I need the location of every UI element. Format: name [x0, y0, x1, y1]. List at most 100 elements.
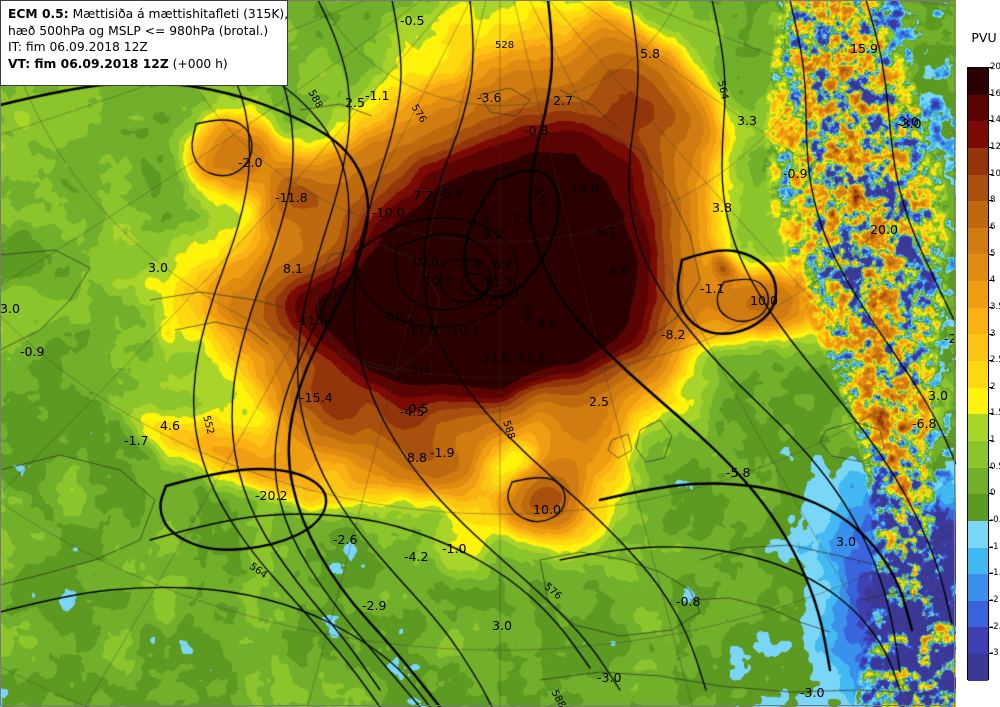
- colorbar-tickmark: [989, 253, 993, 255]
- map-value-label: 15.9: [850, 41, 879, 56]
- map-value-label: -2.9: [362, 598, 387, 613]
- colorbar-tickmark: [989, 120, 993, 122]
- map-value-label: 5.8: [443, 186, 464, 201]
- colorbar-tick-label: -2: [990, 595, 999, 606]
- map-value-label: 3.0: [899, 114, 920, 129]
- colorbar-band: [968, 94, 988, 122]
- map-value-label: -11.0: [513, 350, 546, 365]
- map-value-label: -1.1: [365, 88, 390, 103]
- colorbar-tick-label: 2.5: [990, 355, 1000, 366]
- colorbar-tickmark: [989, 306, 993, 308]
- colorbar-band: [968, 494, 988, 521]
- weather-map[interactable]: -0.5 2.5 -1.1 -3.6 2.7 -0.8 5.8 15.9 -3.0 3.3 -2.0…: [0, 0, 956, 707]
- map-value-label: -20.2: [255, 488, 288, 503]
- map-value-label: -2.0: [238, 155, 263, 170]
- map-value-label: 5.8: [640, 46, 661, 61]
- colorbar-band: [968, 307, 988, 335]
- map-value-label: 3.0: [148, 260, 169, 275]
- colorbar-tick-label: -3: [990, 648, 999, 659]
- map-value-label: -11.3: [480, 274, 513, 289]
- colorbar-tick-label: 10: [990, 168, 1000, 179]
- colorbar-tickmark: [989, 360, 993, 362]
- colorbar-tickmark: [989, 333, 993, 335]
- height-contour-label: 528: [495, 40, 515, 51]
- map-value-label: -10.4: [447, 323, 480, 338]
- map-value-label: -1.1: [700, 281, 725, 296]
- colorbar-tick-label: 20: [990, 62, 1000, 72]
- colorbar-tickmark: [989, 520, 993, 522]
- title-line-2: hæð 500hPa og MSLP <= 980hPa (brotal.): [8, 23, 269, 38]
- colorbar-tickmark: [989, 626, 993, 628]
- init-time: IT: fim 06.09.2018 12Z: [8, 40, 148, 54]
- colorbar-band: [968, 574, 988, 601]
- map-value-label: -3.6: [477, 90, 502, 105]
- map-value-label: 10.0: [411, 254, 440, 269]
- map-value-label: -10.2: [383, 309, 416, 324]
- map-value-label: 7.2: [470, 212, 491, 227]
- colorbar-tickmark: [989, 653, 993, 655]
- map-value-label: -0.9: [783, 166, 808, 181]
- map-value-label: 8.2: [483, 226, 504, 241]
- map-value-label: 5.1: [411, 361, 432, 376]
- colorbar-strip[interactable]: [967, 67, 989, 681]
- map-value-label: 3.0: [492, 618, 513, 633]
- valid-time: VT: fim 06.09.2018 12Z: [8, 56, 169, 71]
- colorbar-band: [968, 254, 988, 282]
- colorbar-tick-label: 6: [990, 221, 996, 232]
- colorbar-band: [968, 334, 988, 362]
- map-value-label: -0.8: [524, 123, 549, 138]
- map-value-label: -4.2: [404, 549, 429, 564]
- map-value-label: -15.4: [300, 390, 333, 405]
- map-value-label: -0.9: [20, 344, 45, 359]
- map-value-label: 4.4: [461, 257, 482, 272]
- colorbar-tick-label: 0: [990, 488, 996, 499]
- map-value-label: -10.0: [372, 205, 405, 220]
- colorbar-band: [968, 281, 988, 308]
- map-value-label: -0.8: [676, 594, 701, 609]
- map-value-label: 3.3: [737, 113, 758, 128]
- colorbar-tick-label: 1: [990, 435, 996, 446]
- colorbar-band: [968, 654, 988, 681]
- map-value-label: -3.0: [597, 670, 622, 685]
- map-value-label: -1.9: [430, 445, 455, 460]
- map-value-label: -0.5: [404, 401, 429, 416]
- map-value-label: 8.1: [283, 261, 304, 276]
- map-value-label: -11.6: [405, 323, 438, 338]
- map-value-label: 2.7: [553, 93, 574, 108]
- map-value-label: -11.8: [275, 190, 308, 205]
- title-line-4: VT: fim 06.09.2018 12Z (+000 h): [8, 56, 281, 73]
- colorbar-tick-label: 0.5: [990, 461, 1000, 472]
- map-field-canvas: [0, 0, 956, 707]
- map-value-label: 6.1: [597, 224, 618, 239]
- colorbar-tickmark: [989, 93, 993, 95]
- colorbar-tickmark: [989, 493, 993, 495]
- colorbar-band: [968, 227, 988, 255]
- colorbar-tick-label: 8: [990, 195, 996, 206]
- colorbar-tickmark: [989, 146, 993, 148]
- map-value-label: -2.6: [333, 532, 358, 547]
- map-value-label: 3.0: [928, 388, 949, 403]
- colorbar-band: [968, 361, 988, 388]
- map-value-label: 20.0: [870, 222, 899, 237]
- map-value-label: -0.5: [400, 13, 425, 28]
- map-value-label: 3.0: [836, 534, 857, 549]
- colorbar-tick-label: 3: [990, 328, 996, 339]
- map-value-label: -2.1: [944, 331, 956, 346]
- colorbar-tick-label: -2.5: [990, 621, 1000, 632]
- colorbar-band: [968, 627, 988, 655]
- map-value-label: 7.4: [513, 212, 534, 227]
- colorbar-tickmark: [989, 546, 993, 548]
- map-value-label: 2.5: [345, 95, 366, 110]
- colorbar-tick-label: 1.5: [990, 408, 1000, 419]
- colorbar-tick-label: 5: [990, 248, 996, 259]
- colorbar-tickmark: [989, 200, 993, 202]
- colorbar-tickmark: [989, 386, 993, 388]
- colorbar-tick-label: 3.5: [990, 301, 1000, 312]
- map-value-label: -3.0: [897, 116, 922, 131]
- colorbar-tick-label: 2: [990, 381, 996, 392]
- map-value-label: 3.0: [0, 301, 21, 316]
- colorbar-band: [968, 520, 988, 548]
- colorbar-tickmark: [989, 466, 993, 468]
- colorbar-band: [968, 600, 988, 628]
- forecast-hour: (+000 h): [168, 56, 228, 71]
